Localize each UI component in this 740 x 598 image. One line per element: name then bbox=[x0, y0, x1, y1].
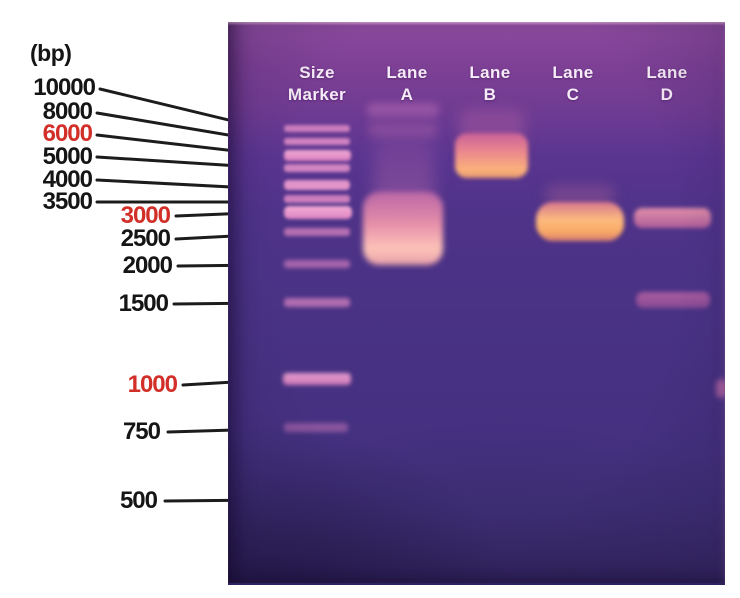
lane-c-band bbox=[536, 202, 624, 241]
marker-band-1000 bbox=[283, 373, 351, 385]
lane-header-line1: Lane bbox=[552, 63, 594, 82]
lane-d-band-upper bbox=[634, 208, 711, 228]
lane-header-size-marker: Size Marker bbox=[262, 62, 372, 106]
size-marker-label-1000: 1000 bbox=[127, 371, 178, 398]
lane-header-line1: Lane bbox=[646, 63, 688, 82]
gel-image: Size Marker Lane A Lane B Lane C Lane D bbox=[228, 22, 725, 585]
marker-band-3500 bbox=[284, 195, 350, 203]
size-marker-label-10000: 10000 bbox=[33, 74, 96, 101]
marker-band-10000 bbox=[284, 125, 350, 132]
gel-edge-smudge bbox=[716, 379, 725, 398]
lane-header-lane-b: Lane B bbox=[435, 62, 545, 106]
lane-header-line1: Lane bbox=[386, 63, 428, 82]
size-marker-label-2500: 2500 bbox=[120, 225, 171, 252]
lane-b-band bbox=[455, 133, 528, 178]
marker-band-6000 bbox=[284, 150, 351, 161]
size-marker-label-2000: 2000 bbox=[122, 252, 173, 279]
lane-header-line2: D bbox=[660, 85, 674, 104]
lane-c-glow bbox=[546, 186, 614, 204]
lane-header-line2: A bbox=[400, 85, 414, 104]
lane-a-faint-band-2 bbox=[368, 122, 438, 137]
size-marker-label-5000: 5000 bbox=[42, 143, 93, 170]
marker-band-1500 bbox=[284, 298, 350, 307]
lane-header-line2: C bbox=[566, 85, 580, 104]
size-marker-label-500: 500 bbox=[119, 487, 158, 514]
marker-band-4000 bbox=[284, 180, 350, 190]
bp-unit-label: (bp) bbox=[30, 40, 72, 66]
size-marker-label-1500: 1500 bbox=[118, 290, 169, 317]
lane-a-faint-band-top bbox=[367, 103, 439, 117]
size-marker-label-8000: 8000 bbox=[42, 98, 93, 125]
lane-header-line2: B bbox=[483, 85, 497, 104]
size-marker-label-750: 750 bbox=[122, 418, 161, 445]
lane-header-lane-d: Lane D bbox=[612, 62, 722, 106]
lane-header-line1: Lane bbox=[469, 63, 511, 82]
marker-band-2000 bbox=[284, 260, 350, 268]
marker-band-5000 bbox=[284, 164, 350, 172]
lane-d-band-lower bbox=[636, 292, 710, 308]
lane-a-main-band bbox=[363, 192, 443, 265]
marker-band-8000 bbox=[284, 138, 350, 145]
lane-header-lane-a: Lane A bbox=[352, 62, 462, 106]
lane-header-line1: Size bbox=[299, 63, 335, 82]
size-marker-label-3000: 3000 bbox=[120, 202, 171, 229]
size-marker-label-6000: 6000 bbox=[42, 120, 93, 147]
marker-band-2500 bbox=[284, 228, 350, 236]
size-marker-label-3500: 3500 bbox=[42, 188, 93, 215]
marker-band-750 bbox=[284, 423, 348, 432]
lane-header-lane-c: Lane C bbox=[518, 62, 628, 106]
lane-header-line2: Marker bbox=[287, 85, 347, 104]
size-marker-label-4000: 4000 bbox=[42, 166, 93, 193]
marker-band-3000 bbox=[284, 206, 352, 219]
